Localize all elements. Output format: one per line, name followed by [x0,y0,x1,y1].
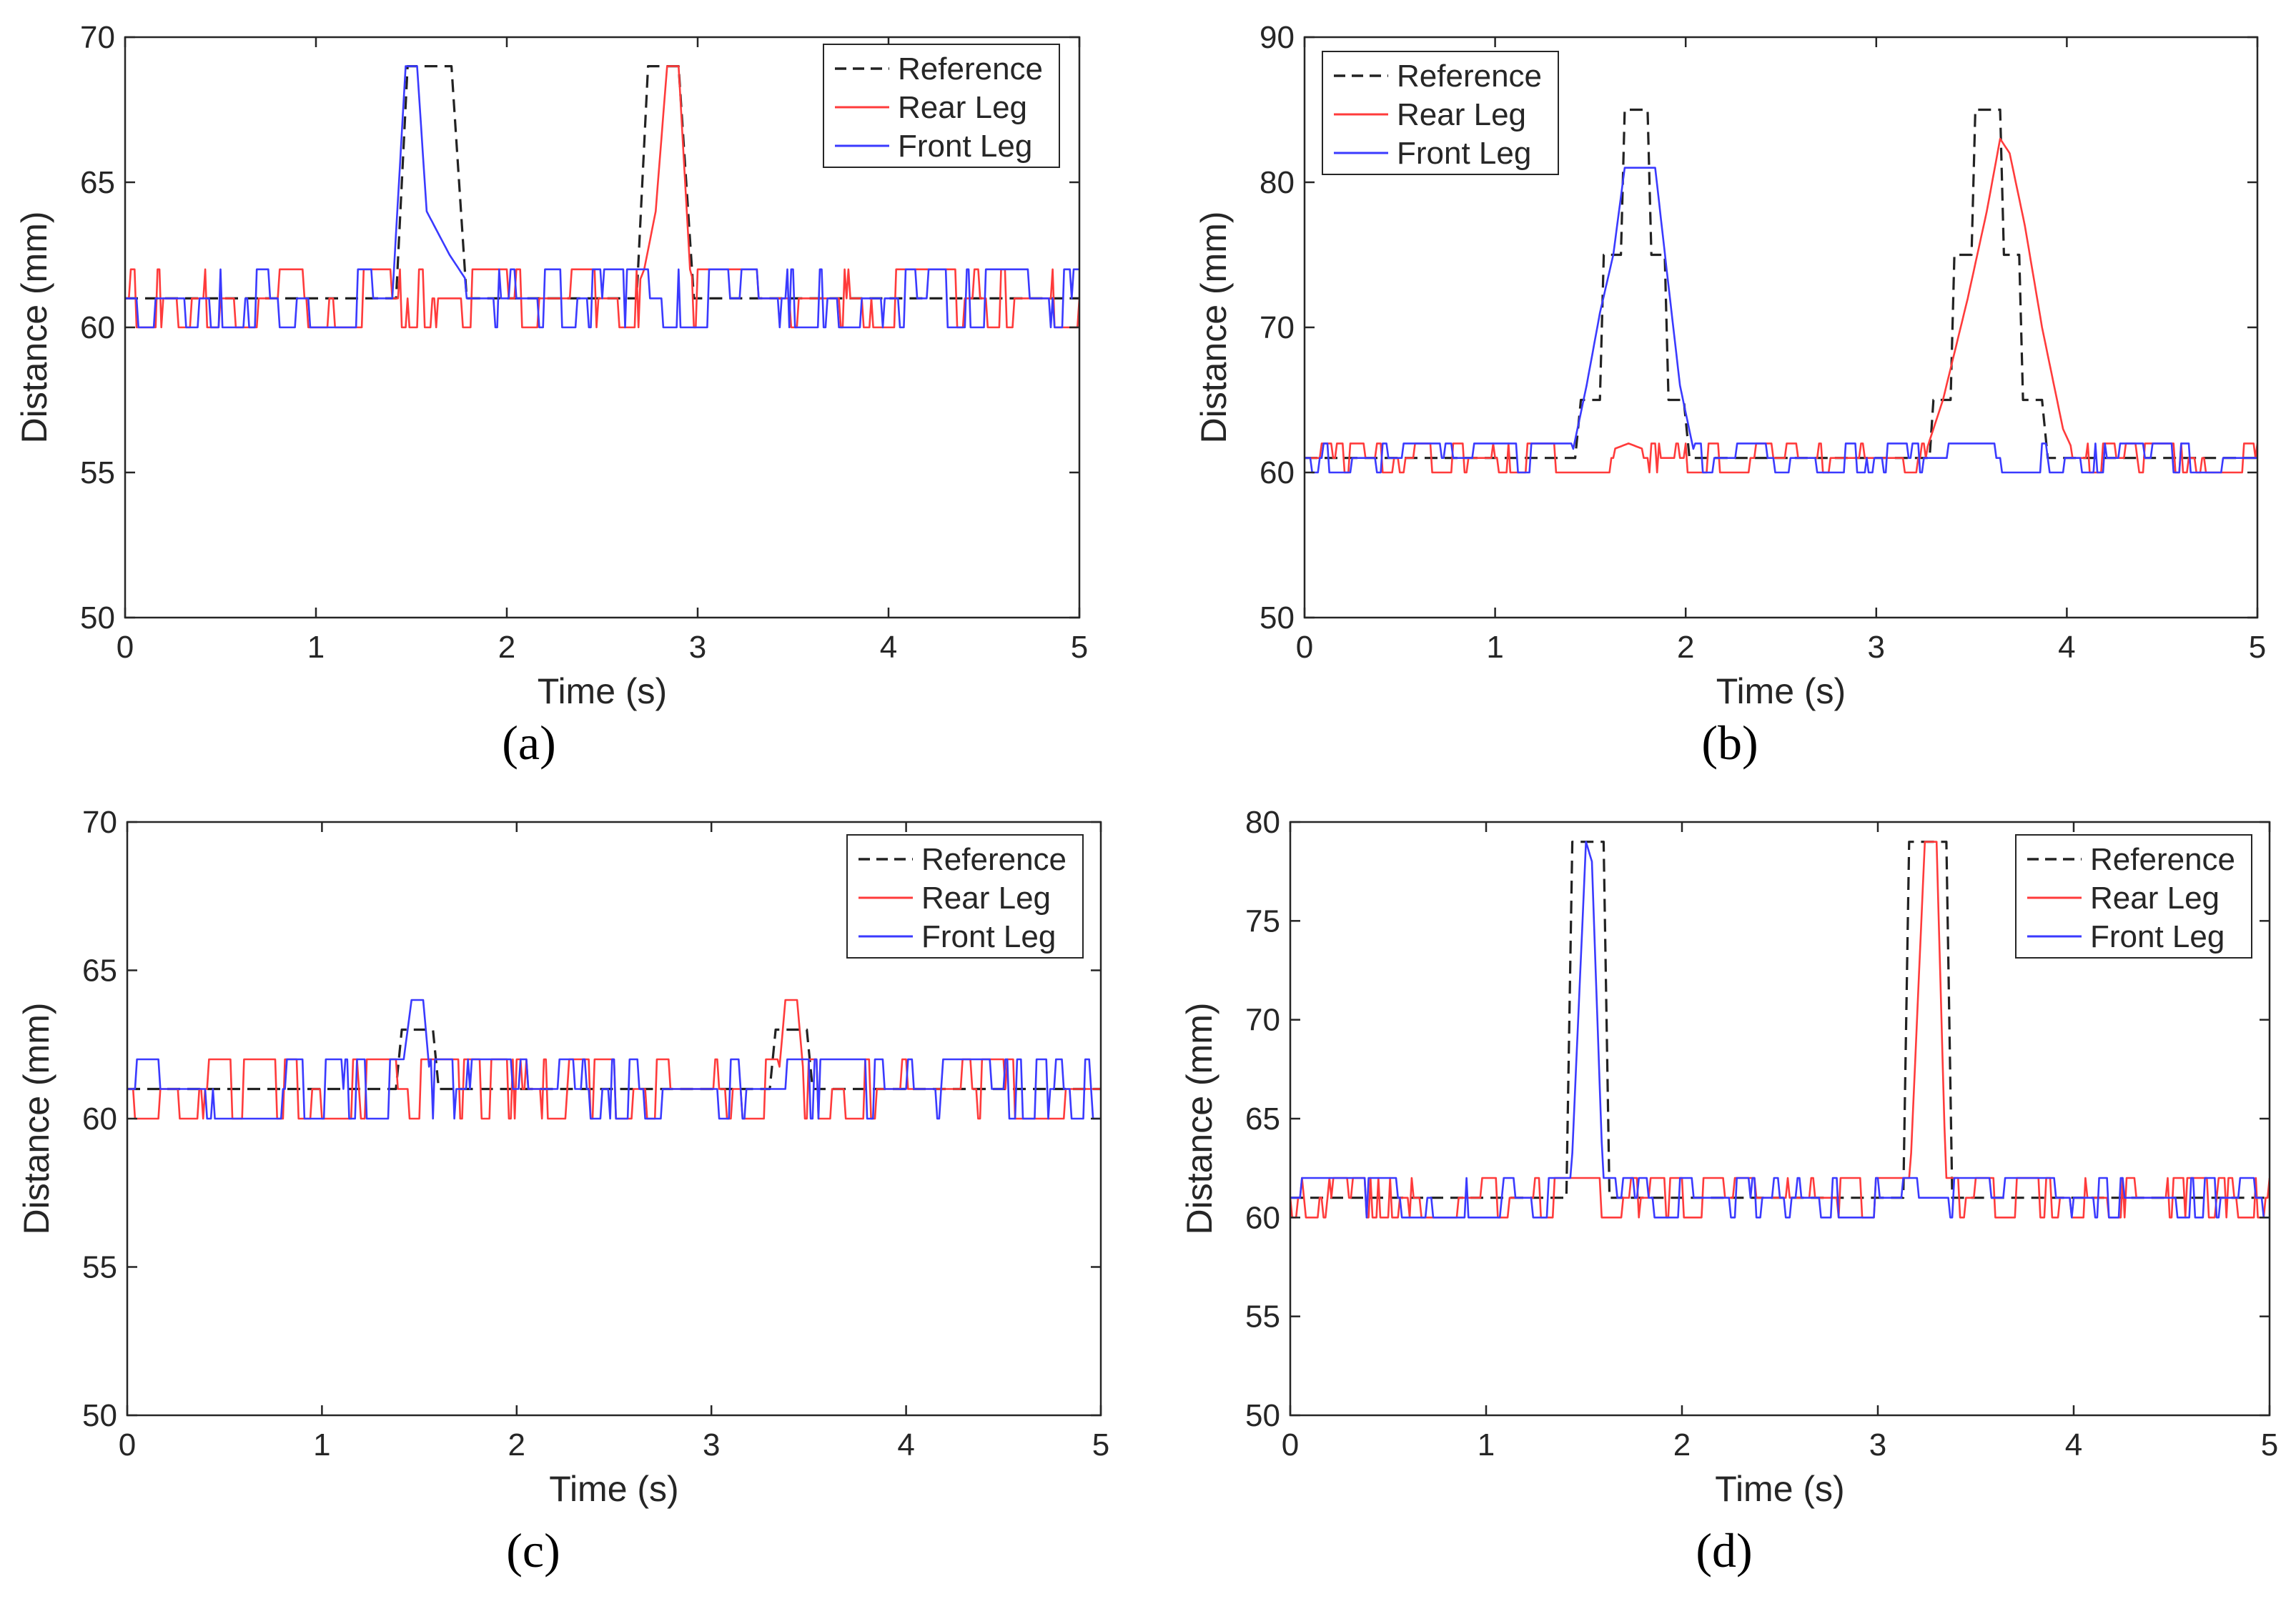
y-tick-label: 55 [80,455,115,490]
y-tick-label: 65 [80,165,115,200]
x-axis-label: Time (s) [1715,1469,1844,1509]
x-tick-label: 5 [2261,1427,2278,1462]
x-tick-label: 0 [119,1427,136,1462]
y-tick-label: 75 [1245,903,1280,939]
y-tick-label: 50 [80,600,115,635]
x-tick-label: 1 [1486,630,1503,665]
y-axis-label: Distance (mm) [16,1002,56,1234]
y-axis-label: Distance (mm) [1179,1002,1219,1234]
x-tick-label: 3 [689,630,706,665]
panel-caption-a: (a) [502,716,555,770]
legend-label-front-leg: Front Leg [921,919,1056,954]
y-tick-label: 60 [1260,455,1295,490]
x-tick-label: 2 [1677,630,1694,665]
legend-label-rear-leg: Rear Leg [1397,97,1526,132]
y-tick-label: 70 [80,20,115,55]
panel-caption-c: (c) [506,1523,560,1578]
y-tick-label: 70 [1260,310,1295,345]
y-tick-label: 70 [1245,1003,1280,1038]
legend-label-front-leg: Front Leg [898,129,1032,164]
y-axis-label: Distance (mm) [1194,211,1234,443]
x-tick-label: 1 [1478,1427,1495,1462]
x-tick-label: 2 [1673,1427,1691,1462]
x-axis-label: Time (s) [538,671,667,711]
x-tick-label: 5 [1092,1427,1109,1462]
x-tick-label: 4 [2065,1427,2082,1462]
x-tick-label: 4 [897,1427,914,1462]
panel-b: 0 1 2 3 4 5 50 60 70 80 90 Time (s) Distance (mm) Ref… [1194,20,2266,770]
x-axis-label: Time (s) [1716,671,1846,711]
x-tick-label: 5 [1071,630,1088,665]
y-tick-label: 90 [1260,20,1295,55]
y-tick-label: 50 [82,1398,117,1433]
y-tick-label: 70 [82,805,117,840]
x-tick-label: 4 [880,630,897,665]
legend-label-rear-leg: Rear Leg [921,881,1051,916]
x-tick-label: 0 [117,630,134,665]
y-tick-label: 55 [82,1250,117,1285]
x-tick-label: 5 [2249,630,2266,665]
x-axis-label: Time (s) [549,1469,678,1509]
y-tick-label: 60 [82,1101,117,1137]
legend-a: Reference Rear Leg Front Leg [823,44,1060,168]
y-tick-label: 65 [82,954,117,989]
legend-label-rear-leg: Rear Leg [898,90,1027,125]
x-tick-label: 0 [1282,1427,1299,1462]
legend-label-reference: Reference [898,51,1043,86]
y-tick-label: 80 [1260,165,1295,200]
x-tick-label: 4 [2058,630,2075,665]
x-tick-label: 1 [307,630,325,665]
legend-label-reference: Reference [1397,59,1542,94]
x-tick-label: 0 [1296,630,1313,665]
y-tick-label: 60 [80,310,115,345]
series-line-front-leg-d [1290,841,2270,1219]
y-tick-label: 80 [1245,805,1280,840]
legend-label-reference: Reference [921,842,1067,877]
y-axis-label: Distance (mm) [14,211,54,443]
x-tick-label: 3 [703,1427,720,1462]
x-tick-label: 2 [508,1427,525,1462]
y-tick-label: 55 [1245,1299,1280,1335]
x-tick-label: 1 [313,1427,330,1462]
x-tick-label: 3 [1869,1427,1886,1462]
legend-label-reference: Reference [2090,842,2235,877]
series-line-front-leg-a [125,65,1079,329]
y-tick-label: 50 [1245,1398,1280,1433]
y-tick-label: 50 [1260,600,1295,635]
series-line-front-leg-b [1305,167,2257,474]
x-tick-label: 2 [498,630,515,665]
series-line-front-leg-c [127,999,1101,1120]
x-tick-label: 3 [1868,630,1885,665]
panel-caption-d: (d) [1696,1523,1752,1578]
y-tick-label: 60 [1245,1200,1280,1235]
legend-label-front-leg: Front Leg [1397,136,1531,171]
legend-label-front-leg: Front Leg [2090,919,2225,954]
panel-caption-b: (b) [1701,716,1758,770]
legend-label-rear-leg: Rear Leg [2090,881,2220,916]
y-tick-label: 65 [1245,1101,1280,1137]
